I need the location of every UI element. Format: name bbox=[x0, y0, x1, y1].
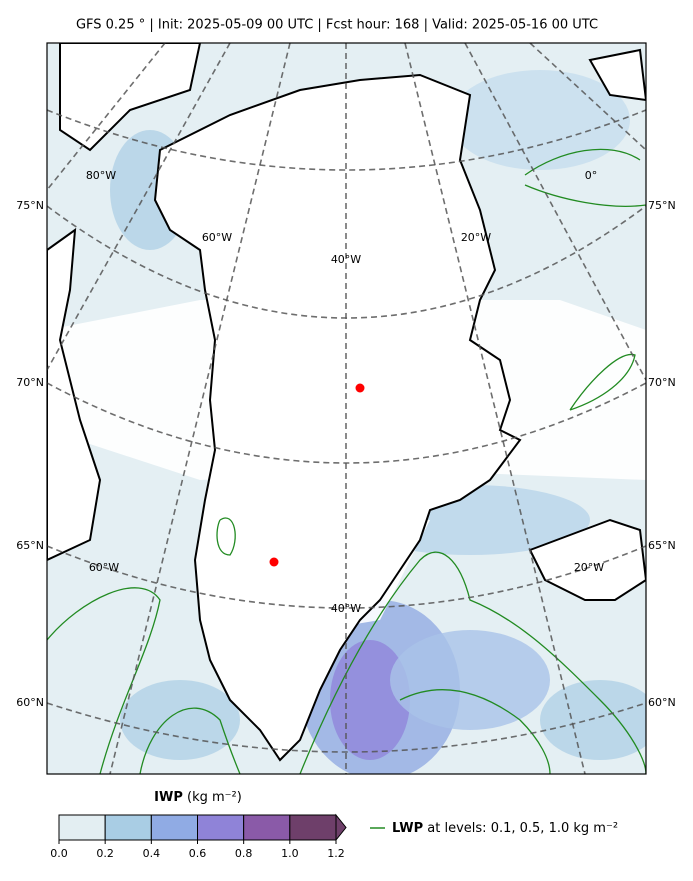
colorbar-tick-label: 0.8 bbox=[235, 847, 253, 860]
colorbar-segment bbox=[58, 814, 106, 841]
baffin-coast bbox=[47, 227, 102, 562]
lon-label: 20°W bbox=[574, 561, 604, 574]
colorbar-segment bbox=[150, 814, 198, 841]
lat-label: 75°N bbox=[648, 199, 676, 212]
lat-label: 70°N bbox=[16, 376, 44, 389]
colorbar-segment bbox=[104, 814, 152, 841]
svalbard-coast bbox=[588, 48, 646, 102]
lat-label: 65°N bbox=[648, 539, 676, 552]
colorbar-tick-label: 0.4 bbox=[143, 847, 161, 860]
colorbar-segment bbox=[197, 814, 245, 841]
lat-label: 70°N bbox=[648, 376, 676, 389]
map-frame bbox=[46, 42, 647, 775]
graticule bbox=[47, 43, 646, 774]
lat-label: 60°N bbox=[16, 696, 44, 709]
marker bbox=[355, 383, 365, 393]
graticule-labels: 75°N 75°N 70°N 70°N 65°N 65°N 60°N 60°N 80°W 60°W… bbox=[16, 169, 675, 709]
lat-label: 65°N bbox=[16, 539, 44, 552]
lon-label: 40°W bbox=[331, 253, 361, 266]
legend-name: LWP bbox=[392, 821, 423, 836]
marker bbox=[269, 557, 279, 567]
lwp-contours bbox=[47, 148, 646, 774]
iceland-coast bbox=[528, 518, 646, 601]
lon-label: 80°W bbox=[86, 169, 116, 182]
lon-label: 60°W bbox=[202, 231, 232, 244]
legend-text: LWP at levels: 0.1, 0.5, 1.0 kg m⁻² bbox=[392, 821, 618, 836]
lat-label: 60°N bbox=[648, 696, 676, 709]
colorbar-tick-label: 0.0 bbox=[50, 847, 68, 860]
colorbar-extend bbox=[335, 813, 347, 842]
colorbar-tick-label: 1.0 bbox=[281, 847, 299, 860]
lon-label: 60°W bbox=[89, 561, 119, 574]
colorbar-segment bbox=[289, 814, 337, 841]
title: GFS 0.25 ° | Init: 2025-05-09 00 UTC | F… bbox=[76, 18, 598, 33]
colorbar-tick-label: 0.2 bbox=[96, 847, 114, 860]
colorbar-tick-label: 1.2 bbox=[327, 847, 345, 860]
colorbar-segment bbox=[243, 814, 291, 841]
greenland-coast bbox=[153, 73, 522, 762]
colorbar-label: IWP (kg m⁻²) bbox=[154, 790, 242, 805]
colorbar-label-unit: (kg m⁻²) bbox=[187, 790, 242, 805]
map bbox=[47, 43, 646, 774]
lon-label: 40°W bbox=[331, 602, 361, 615]
colorbar-label-name: IWP bbox=[154, 790, 183, 805]
legend-desc: at levels: 0.1, 0.5, 1.0 kg m⁻² bbox=[427, 821, 618, 836]
colorbar: 0.0 0.2 0.4 0.6 0.8 1.0 1.2 bbox=[50, 813, 347, 860]
lon-label: 20°W bbox=[461, 231, 491, 244]
colorbar-tick-label: 0.6 bbox=[189, 847, 207, 860]
lat-label: 75°N bbox=[16, 199, 44, 212]
ellesmere-coast bbox=[59, 43, 202, 152]
lon-label: 0° bbox=[585, 169, 598, 182]
